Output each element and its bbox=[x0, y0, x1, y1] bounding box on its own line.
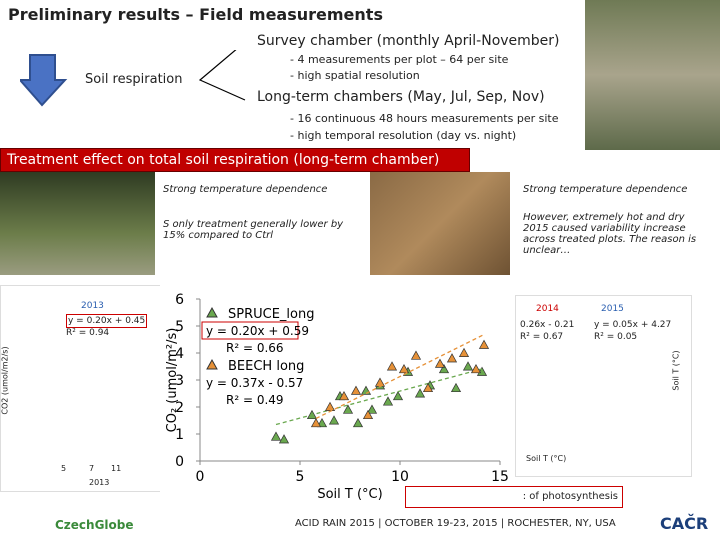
y-tick-label: 2 bbox=[175, 400, 184, 416]
bullet: - high temporal resolution (day vs. nigh… bbox=[290, 129, 517, 142]
point bbox=[414, 388, 426, 398]
legend: 2014 bbox=[536, 304, 559, 314]
tick: 11 bbox=[111, 464, 122, 473]
point bbox=[398, 363, 410, 374]
point bbox=[434, 358, 446, 368]
legend: 2013 bbox=[81, 301, 104, 311]
r2: R² = 0.94 bbox=[66, 328, 110, 338]
point bbox=[462, 361, 474, 371]
bullet: - high spatial resolution bbox=[290, 69, 420, 82]
equation: y = 0.05x + 4.27 bbox=[594, 320, 672, 330]
x-label: Soil T (°C) bbox=[317, 487, 382, 502]
survey-title: Survey chamber (monthly April-November) bbox=[257, 33, 560, 49]
y-tick-label: 6 bbox=[175, 292, 184, 308]
equation: y = 0.20x + 0.45 bbox=[66, 314, 148, 328]
x-label: Soil T (°C) bbox=[526, 454, 567, 463]
y-tick-label: 0 bbox=[175, 454, 184, 470]
y-tick-label: 4 bbox=[175, 346, 184, 362]
point bbox=[374, 377, 386, 387]
point bbox=[338, 390, 350, 401]
y-tick-label: 5 bbox=[175, 319, 184, 335]
x-tick-label: 0 bbox=[196, 469, 205, 485]
x-tick-label: 5 bbox=[296, 469, 305, 485]
point bbox=[342, 404, 354, 414]
tick: 2013 bbox=[89, 478, 110, 487]
logo: CAČR bbox=[660, 514, 709, 533]
equation: 0.26x - 0.21 bbox=[520, 320, 575, 330]
point bbox=[324, 401, 336, 411]
longterm-title: Long-term chambers (May, Jul, Sep, Nov) bbox=[257, 89, 545, 105]
point bbox=[310, 417, 322, 428]
point bbox=[392, 390, 404, 401]
point bbox=[352, 417, 364, 428]
flow-graphics bbox=[20, 50, 246, 107]
point bbox=[446, 353, 458, 363]
r2: R² = 0.49 bbox=[226, 393, 284, 407]
r2: R² = 0.05 bbox=[594, 332, 638, 342]
caption: ACID RAIN 2015 | OCTOBER 19-23, 2015 | R… bbox=[295, 518, 616, 529]
y-tick-label: 3 bbox=[175, 373, 184, 389]
title: Preliminary results – Field measurements bbox=[8, 5, 383, 24]
point bbox=[458, 347, 470, 357]
r2: R² = 0.66 bbox=[226, 341, 284, 355]
point bbox=[422, 382, 434, 393]
photo bbox=[370, 172, 510, 275]
tick: 5 bbox=[61, 464, 67, 473]
r2: R² = 0.67 bbox=[520, 332, 564, 342]
y-tick-label: 1 bbox=[175, 427, 184, 443]
note: However, extremely hot and dry 2015 caus… bbox=[523, 212, 697, 256]
bullet: - 16 continuous 48 hours measurements pe… bbox=[290, 112, 559, 125]
y-label: CO₂ (umol/m²/s) bbox=[165, 328, 180, 433]
callout: : of photosynthesis bbox=[405, 486, 623, 508]
banner: Treatment effect on total soil respirati… bbox=[0, 148, 470, 172]
note: S only treatment generally lower by 15% … bbox=[163, 219, 344, 241]
point bbox=[278, 434, 290, 444]
point bbox=[470, 363, 482, 374]
point bbox=[270, 431, 282, 441]
bullet: - 4 measurements per plot – 64 per site bbox=[290, 53, 509, 66]
point bbox=[328, 415, 340, 425]
equation: y = 0.20x + 0.59 bbox=[206, 324, 309, 338]
point bbox=[410, 350, 422, 360]
legend-label: SPRUCE_long bbox=[228, 307, 315, 322]
right-panel: 2014 2015 0.26x - 0.21 R² = 0.67 y = 0.0… bbox=[515, 295, 692, 477]
point bbox=[382, 396, 394, 406]
photo bbox=[585, 0, 720, 150]
trend-line bbox=[315, 333, 485, 420]
point bbox=[386, 361, 398, 371]
note: Strong temperature dependence bbox=[163, 184, 328, 195]
legend-marker bbox=[206, 358, 218, 370]
point bbox=[362, 409, 374, 420]
trend-line bbox=[275, 368, 483, 426]
legend-marker bbox=[206, 306, 218, 318]
point bbox=[478, 339, 490, 349]
legend: 2015 bbox=[601, 304, 624, 314]
point bbox=[366, 404, 378, 414]
point bbox=[350, 385, 362, 395]
x-tick-label: 10 bbox=[391, 469, 409, 485]
point bbox=[450, 382, 462, 393]
tick: 7 bbox=[89, 464, 95, 473]
y-label: CO2 (umol/m2/s) bbox=[0, 346, 10, 415]
y-label: Soil T (°C) bbox=[671, 350, 681, 391]
legend-label: BEECH long bbox=[228, 359, 304, 374]
left-panel: 2013 y = 0.20x + 0.45 R² = 0.94 CO2 (umo… bbox=[0, 285, 162, 492]
logo: CzechGlobe bbox=[55, 518, 134, 532]
photo bbox=[0, 172, 155, 275]
x-tick-label: 15 bbox=[491, 469, 509, 485]
chart: 0 1 2 3 4 5 6 0 5 10 15 Soil T (°C) CO₂ (umol/m²/s) S… bbox=[160, 285, 515, 503]
equation: y = 0.37x - 0.57 bbox=[206, 376, 303, 390]
flow-label: Soil respiration bbox=[85, 72, 183, 87]
point bbox=[438, 363, 450, 374]
note: Strong temperature dependence bbox=[523, 184, 688, 195]
equation-box bbox=[201, 321, 299, 340]
